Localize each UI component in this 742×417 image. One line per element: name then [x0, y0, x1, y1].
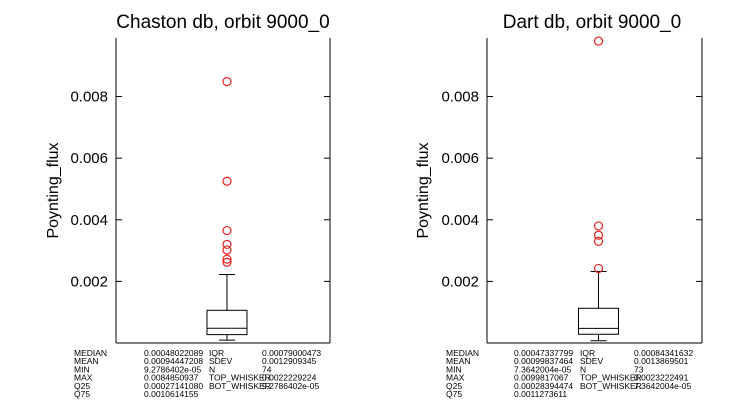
outlier-point — [222, 239, 232, 250]
outlier-point — [593, 230, 604, 240]
stat-label: MIN — [74, 364, 90, 374]
stat-label: MAX — [74, 373, 93, 383]
stat-label: Q75 — [446, 389, 462, 399]
stat-label: IQR — [580, 348, 595, 358]
stat-value: 7.3642004e-05 — [634, 381, 691, 391]
outlier-point — [222, 176, 232, 186]
y-axis-label: Poynting_flux — [45, 142, 62, 238]
stat-label: IQR — [209, 348, 224, 358]
iqr-box — [206, 309, 248, 336]
stat-label: SDEV — [209, 356, 232, 366]
y-tick-label: 0.008 — [70, 89, 108, 106]
outlier-point — [222, 225, 232, 236]
y-tick-label: 0.006 — [70, 150, 108, 167]
stat-label: SDEV — [580, 356, 603, 366]
stat-value: 0.00048022089 — [144, 348, 203, 358]
outlier-point — [222, 245, 232, 255]
stat-label: N — [209, 364, 215, 374]
stat-label: MEAN — [74, 356, 99, 366]
stat-value: 0.00047337799 — [514, 348, 573, 358]
stat-value: 0.00099837464 — [514, 356, 573, 366]
outlier-point — [222, 76, 232, 87]
stat-label: Q25 — [74, 381, 90, 391]
stat-value: 73 — [634, 364, 644, 374]
stat-value: 0.0023222491 — [634, 373, 689, 383]
iqr-box — [578, 307, 619, 335]
stat-value: 0.00079000473 — [262, 348, 321, 358]
y-tick-label: 0.004 — [441, 212, 479, 229]
stat-value: 0.00028394474 — [514, 381, 573, 391]
stat-label: Q25 — [446, 381, 462, 391]
y-tick-label: 0.002 — [441, 273, 479, 290]
stat-value: 0.0099817067 — [514, 373, 569, 383]
stat-value: 0.0022229224 — [262, 373, 317, 383]
stat-value: 0.0013869501 — [634, 356, 689, 366]
stat-label: MAX — [446, 373, 465, 383]
y-tick-label: 0.006 — [441, 150, 479, 167]
stat-label: MEDIAN — [74, 348, 107, 358]
stat-value: 0.0010614155 — [144, 389, 199, 399]
stat-value: 0.0012909345 — [262, 356, 317, 366]
stat-label: MIN — [446, 364, 462, 374]
y-tick-label: 0.004 — [70, 212, 108, 229]
stat-value: 0.00094447208 — [144, 356, 203, 366]
stat-label: Q75 — [74, 389, 90, 399]
y-axis-label: Poynting_flux — [415, 142, 432, 238]
outlier-point — [593, 263, 604, 274]
stat-value: 9.2786402e-05 — [262, 381, 319, 391]
stat-label: N — [580, 364, 586, 374]
stat-label: MEDIAN — [446, 348, 479, 358]
stat-value: 0.0011273611 — [514, 389, 567, 399]
outlier-point — [593, 36, 604, 46]
outlier-point — [222, 257, 232, 267]
chart-title: Dart db, orbit 9000_0 — [503, 12, 682, 33]
stat-value: 74 — [262, 364, 272, 374]
stat-label: BOT_WHISKER — [209, 381, 271, 391]
outlier-point — [222, 254, 232, 264]
y-tick-label: 0.008 — [441, 89, 479, 106]
stat-label: TOP_WHISKER — [209, 373, 271, 383]
stat-label: TOP_WHISKER — [580, 373, 642, 383]
outlier-point — [593, 221, 604, 231]
y-tick-label: 0.002 — [70, 273, 108, 290]
stat-label: BOT_WHISKER — [580, 381, 642, 391]
outlier-point — [593, 236, 604, 246]
stat-value: 0.00084341632 — [634, 348, 693, 358]
stat-value: 0.0084850937 — [144, 373, 199, 383]
chart-title: Chaston db, orbit 9000_0 — [116, 12, 329, 33]
stat-value: 9.2786402e-05 — [144, 364, 201, 374]
stat-value: 7.3642004e-05 — [514, 364, 571, 374]
stat-label: MEAN — [446, 356, 471, 366]
stat-value: 0.00027141080 — [144, 381, 203, 391]
